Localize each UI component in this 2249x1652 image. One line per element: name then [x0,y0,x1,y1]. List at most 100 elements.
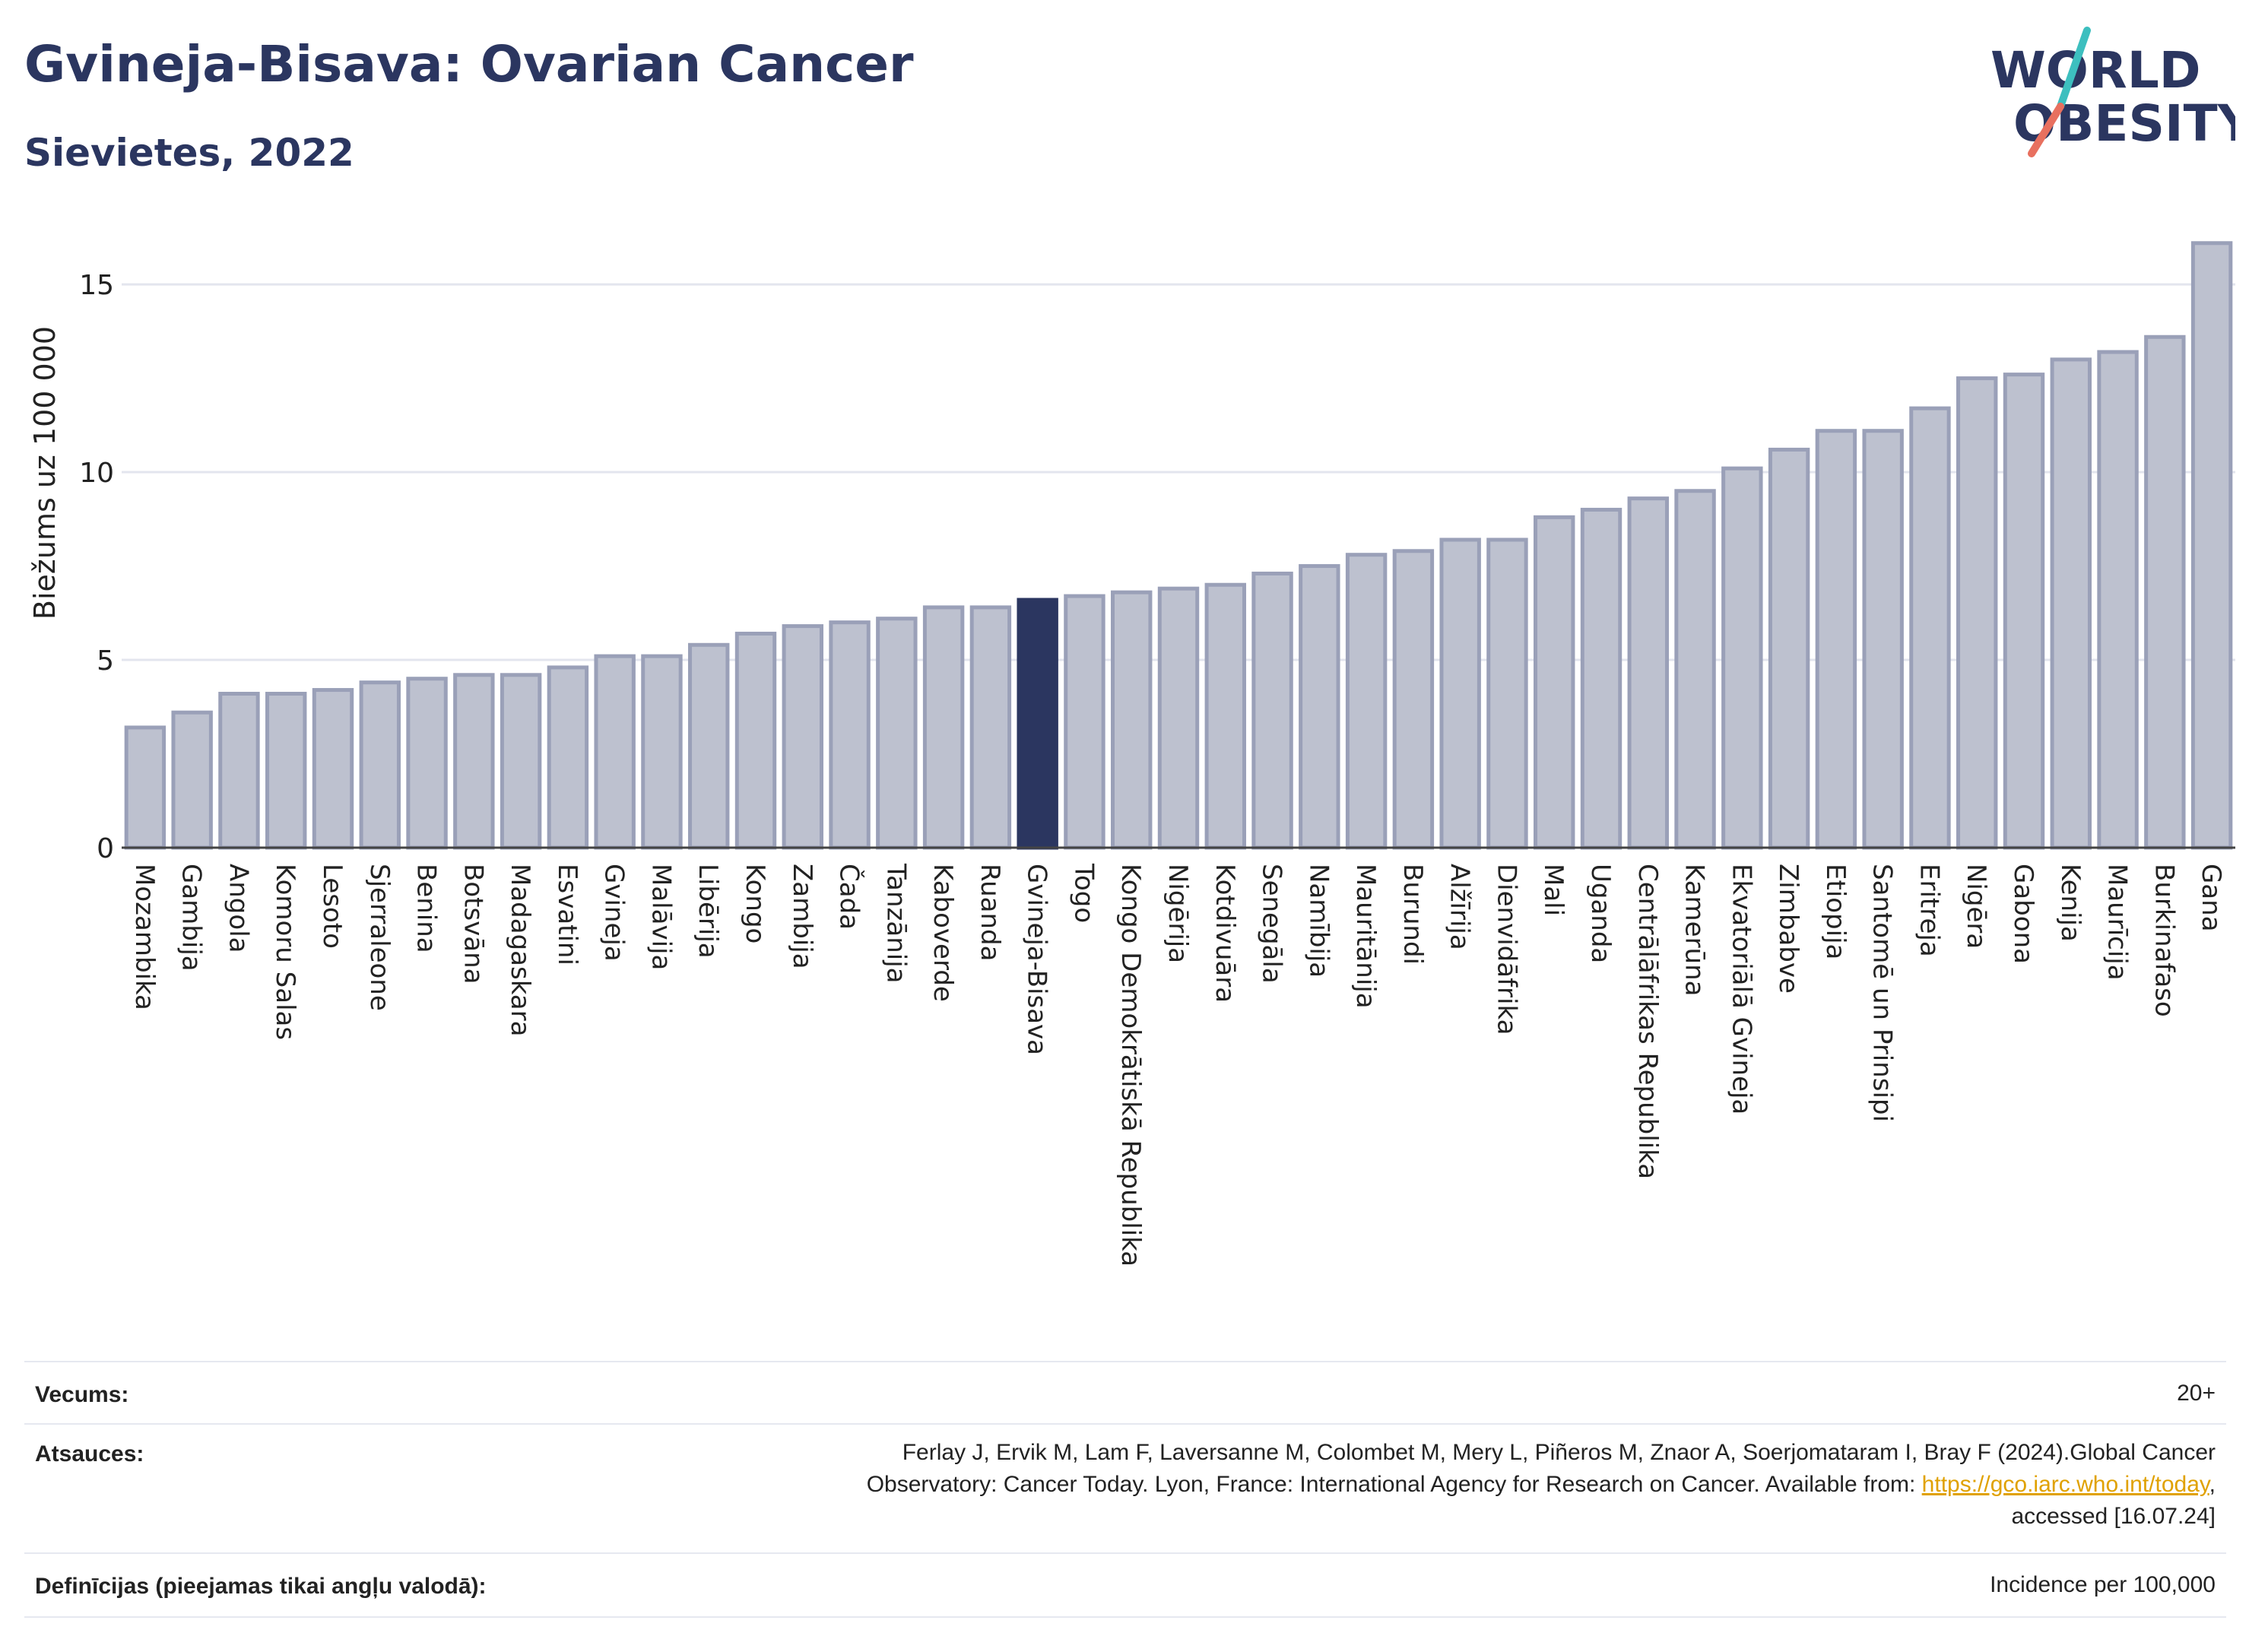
bar-0 [124,725,167,850]
bar-1 [171,710,213,850]
x-tick-label: Mauritānija [1350,864,1381,1009]
bar-41 [2050,357,2092,850]
bar-12 [688,642,730,850]
info-row-references: Atsauces: Ferlay J, Ervik M, Lam F, Lave… [24,1423,2226,1554]
y-axis-label: Biežums uz 100 000 [28,326,62,620]
x-tick-label: Kotdivuāra [1210,864,1240,1003]
bar-22 [1157,586,1200,850]
bar-17 [922,605,965,850]
page-title: Gvineja-Bisava: Ovarian Cancer [24,35,914,94]
chart-bars [124,241,2233,850]
page-subtitle: Sievietes, 2022 [24,131,354,175]
x-tick-label: Esvatini [552,864,582,966]
x-tick-label: Benina [411,864,442,953]
x-tick-label: Alžīrija [1445,864,1475,950]
x-tick-label: Zimbabve [1773,864,1803,994]
bar-4 [312,688,354,850]
bar-9 [547,665,589,850]
x-tick-label: Botsvāna [458,864,488,985]
bar-35 [1768,447,1810,850]
x-tick-label: Maurīcija [2102,864,2133,981]
x-tick-label: Burundi [1397,864,1428,965]
x-tick-label: Eritreja [1914,864,1944,957]
x-tick-label: Nigēra [1961,864,1991,949]
references-link[interactable]: https://gco.iarc.who.int/today [1921,1472,2209,1497]
y-tick-label: 15 [79,270,114,301]
x-tick-label: Santomē un Prinsipi [1867,864,1898,1122]
x-tick-label: Mali [1538,864,1569,916]
x-tick-label: Togo [1068,863,1099,923]
bar-11 [641,654,683,850]
logo-slash-teal [2057,27,2091,110]
references-line-2-text: Observatory: Cancer Today. Lyon, France:… [866,1472,1922,1497]
bar-23 [1204,582,1246,850]
x-tick-label: Lesoto [317,864,347,949]
y-tick-label: 5 [97,645,114,677]
references-label: Atsauces: [35,1441,144,1467]
bar-40 [2003,373,2045,850]
bar-13 [734,631,777,850]
x-tick-label: Malāvija [646,864,676,970]
x-tick-label: Madagaskara [505,864,535,1036]
x-tick-label: Komoru Salas [270,864,300,1040]
x-tick-label: Burkinafaso [2149,864,2179,1017]
x-tick-label: Nigērija [1163,864,1193,963]
bar-28 [1439,537,1481,850]
bar-38 [1909,406,1951,850]
x-tick-label: Dienvidāfrika [1491,864,1521,1035]
x-tick-label: Kaboverde [928,864,958,1002]
bar-16 [876,617,918,850]
x-tick-label: Ruanda [975,864,1005,961]
x-tick-label: Mozambika [129,864,160,1010]
definitions-label: Definīcijas (pieejamas tikai angļu valod… [35,1574,487,1599]
logo-slash-coral [2028,103,2064,157]
x-tick-label: Kongo Demokrātiskā Republika [1115,864,1146,1267]
bar-chart: 0 5 10 15 Mozambika Gambija Angola Komoru Sala… [28,241,2235,1267]
bar-14 [782,624,823,850]
bar-15 [829,620,871,850]
bar-21 [1111,590,1153,850]
bar-7 [453,673,495,850]
x-tick-label: Kamerūna [1680,864,1710,996]
bar-37 [1862,429,1904,850]
x-tick-label: Namībija [1303,864,1334,978]
bar-5 [359,680,401,850]
references-line-2-end: , [2209,1472,2216,1497]
x-tick-label: Kongo [740,864,770,943]
bar-25 [1299,564,1340,850]
x-tick-label: Kenija [2055,864,2086,942]
bar-24 [1251,571,1293,850]
y-axis-ticks: 0 5 10 15 [79,270,114,864]
x-axis-ticks: Mozambika Gambija Angola Komoru Salas Lesoto… [129,863,2226,1267]
x-tick-label: Gvineja [599,864,630,962]
info-row-age: Vecums: 20+ [24,1361,2226,1425]
x-tick-label: Tanzānija [880,863,911,983]
references-value: Ferlay J, Ervik M, Lam F, Laversanne M, … [867,1437,2216,1533]
bar-29 [1486,537,1528,850]
bar-34 [1721,466,1763,850]
age-value: 20+ [2177,1381,2216,1406]
x-tick-label: Libērija [693,864,723,959]
bar-27 [1392,549,1435,850]
x-tick-label: Gvineja-Bisava [1022,864,1052,1055]
x-tick-label: Gana [2196,864,2226,932]
bar-10 [594,654,636,850]
references-line-3: accessed [16.07.24] [2011,1504,2216,1529]
y-tick-label: 10 [79,458,114,489]
bar-2 [218,691,260,850]
bar-18 [969,605,1012,850]
x-tick-label: Etiopija [1820,864,1851,959]
x-tick-label: Uganda [1585,864,1616,963]
references-line-1: Ferlay J, Ervik M, Lam F, Laversanne M, … [902,1440,2216,1465]
bar-43 [2144,335,2186,850]
x-tick-label: Angola [223,864,253,953]
x-tick-label: Zambija [787,864,817,969]
info-row-definitions: Definīcijas (pieejamas tikai angļu valod… [24,1552,2226,1618]
x-tick-label: Sjerraleone [364,864,395,1011]
age-label: Vecums: [35,1382,129,1407]
bar-36 [1815,429,1857,850]
x-tick-label: Centrālāfrikas Republika [1632,864,1663,1179]
world-obesity-logo: WORLD OBESITY [1990,27,2235,157]
bar-20 [1064,594,1105,850]
definitions-value: Incidence per 100,000 [1990,1572,2216,1597]
